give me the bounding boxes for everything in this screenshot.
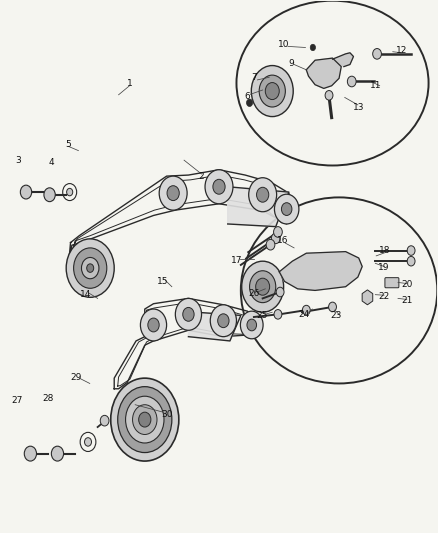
Circle shape — [276, 287, 284, 297]
Circle shape — [111, 378, 179, 461]
Circle shape — [310, 44, 315, 51]
Text: 28: 28 — [42, 394, 53, 403]
Circle shape — [275, 194, 299, 224]
Polygon shape — [306, 58, 341, 88]
Polygon shape — [332, 53, 353, 67]
Text: 17: 17 — [231, 256, 242, 264]
Circle shape — [87, 264, 94, 272]
Circle shape — [210, 305, 237, 337]
Circle shape — [247, 99, 253, 107]
Text: 9: 9 — [288, 59, 294, 68]
Circle shape — [81, 257, 99, 279]
Text: 18: 18 — [379, 246, 391, 255]
Circle shape — [347, 76, 356, 87]
Circle shape — [205, 169, 233, 204]
FancyBboxPatch shape — [385, 278, 399, 288]
Circle shape — [250, 271, 276, 303]
Circle shape — [274, 310, 282, 319]
Circle shape — [266, 239, 275, 250]
Text: 1: 1 — [127, 78, 132, 87]
Circle shape — [259, 75, 286, 107]
Circle shape — [265, 83, 279, 100]
Circle shape — [240, 311, 263, 339]
Circle shape — [282, 203, 292, 215]
Circle shape — [126, 396, 164, 443]
Text: 23: 23 — [330, 311, 342, 320]
Polygon shape — [228, 187, 289, 227]
Circle shape — [20, 185, 32, 199]
Circle shape — [373, 49, 381, 59]
Text: 30: 30 — [161, 410, 173, 419]
Circle shape — [51, 446, 64, 461]
Circle shape — [302, 305, 310, 315]
Circle shape — [325, 91, 333, 100]
Circle shape — [67, 188, 73, 196]
Circle shape — [274, 227, 283, 237]
Text: 27: 27 — [11, 396, 23, 405]
Circle shape — [183, 308, 194, 321]
Text: 25: 25 — [256, 311, 268, 320]
Text: 16: 16 — [276, 237, 288, 246]
Text: 12: 12 — [396, 46, 407, 55]
Text: 26: 26 — [248, 288, 260, 297]
Text: 29: 29 — [70, 373, 81, 382]
Circle shape — [100, 415, 109, 426]
Circle shape — [242, 261, 284, 312]
Circle shape — [159, 176, 187, 210]
Text: 22: 22 — [378, 292, 390, 301]
Circle shape — [407, 256, 415, 266]
Circle shape — [213, 179, 225, 194]
Text: 13: 13 — [353, 102, 364, 111]
Circle shape — [44, 188, 55, 201]
Circle shape — [74, 248, 107, 288]
Circle shape — [272, 233, 280, 244]
Text: 14: 14 — [80, 289, 92, 298]
Circle shape — [133, 405, 157, 434]
Circle shape — [218, 314, 229, 328]
Circle shape — [251, 66, 293, 117]
Circle shape — [175, 298, 201, 330]
Text: 24: 24 — [299, 310, 310, 319]
Text: 11: 11 — [370, 81, 381, 90]
Circle shape — [407, 246, 415, 255]
Polygon shape — [188, 312, 241, 341]
Circle shape — [66, 239, 114, 297]
Text: 10: 10 — [278, 40, 290, 49]
Text: 3: 3 — [15, 156, 21, 165]
Circle shape — [85, 438, 92, 446]
Text: 4: 4 — [48, 158, 54, 167]
Circle shape — [24, 446, 36, 461]
Text: 20: 20 — [401, 280, 413, 289]
Text: 2: 2 — [199, 172, 205, 181]
Circle shape — [118, 386, 172, 453]
Text: 19: 19 — [378, 263, 390, 272]
Text: 7: 7 — [251, 73, 257, 82]
Circle shape — [247, 319, 257, 331]
Text: 15: 15 — [156, 277, 168, 286]
Circle shape — [257, 187, 269, 202]
Text: 5: 5 — [66, 140, 71, 149]
Text: 21: 21 — [401, 296, 413, 305]
Polygon shape — [279, 252, 362, 290]
Circle shape — [249, 177, 277, 212]
Circle shape — [141, 309, 166, 341]
Circle shape — [148, 318, 159, 332]
Circle shape — [167, 185, 179, 200]
Circle shape — [328, 302, 336, 312]
Circle shape — [256, 278, 270, 295]
Circle shape — [139, 412, 151, 427]
Text: 6: 6 — [244, 92, 250, 101]
